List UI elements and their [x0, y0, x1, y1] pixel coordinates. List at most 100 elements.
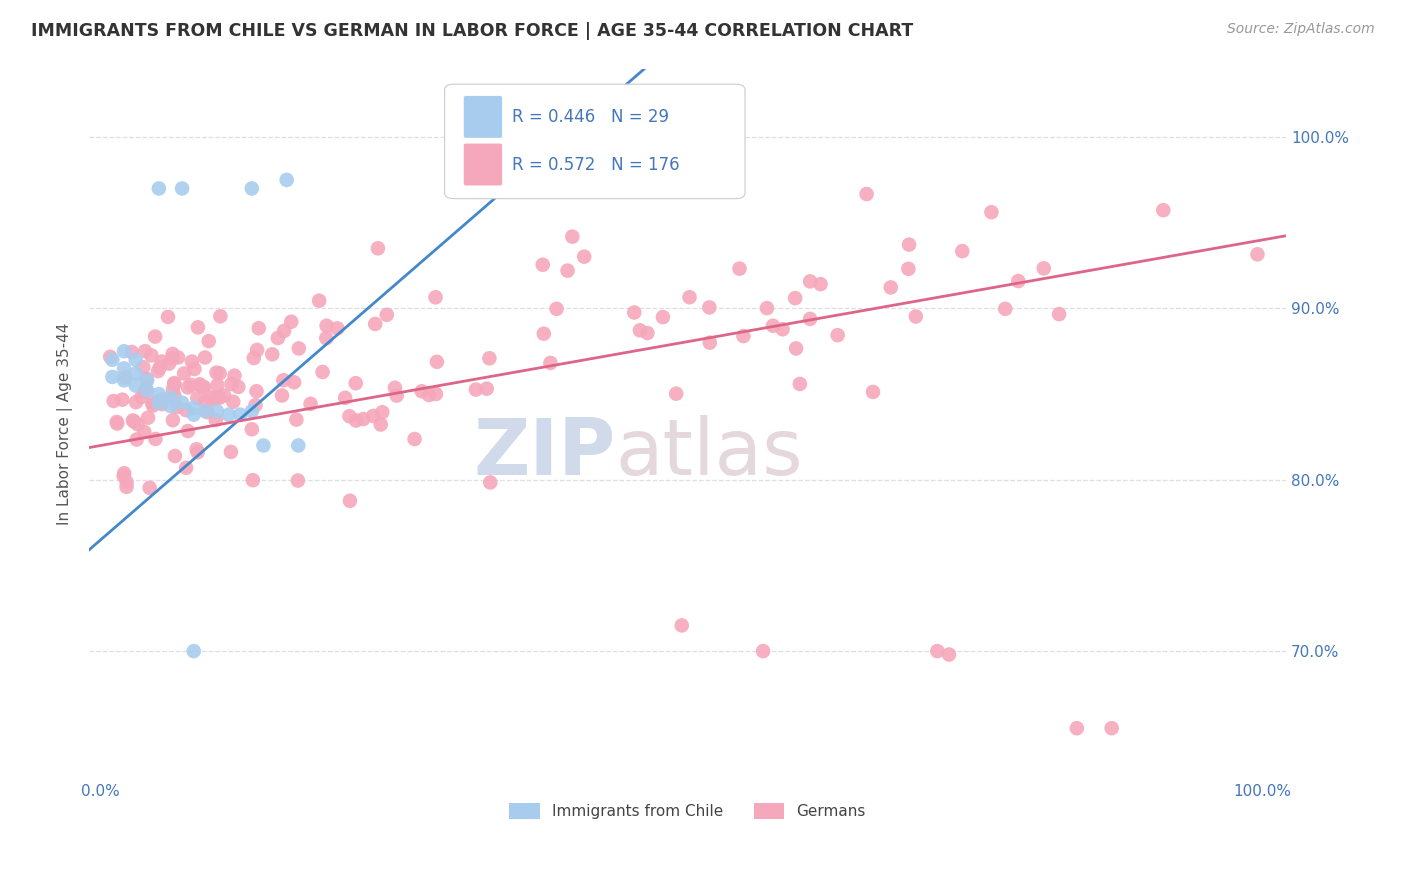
Point: [142, 399, 165, 413]
Point: [180, 378, 202, 392]
Point: [148, 387, 170, 401]
Point: [418, 388, 440, 402]
Point: [478, 351, 501, 366]
Point: [927, 644, 949, 658]
Point: [699, 335, 721, 350]
Point: [728, 261, 751, 276]
Point: [574, 250, 596, 264]
Point: [191, 380, 214, 394]
Point: [752, 644, 775, 658]
Point: [229, 408, 252, 422]
Point: [243, 351, 266, 365]
Point: [180, 354, 202, 368]
Point: [287, 474, 309, 488]
Point: [665, 386, 688, 401]
Point: [135, 382, 157, 396]
Point: [1007, 274, 1029, 288]
Point: [994, 301, 1017, 316]
Point: [143, 329, 166, 343]
Point: [799, 311, 821, 326]
Point: [212, 388, 235, 402]
Point: [204, 413, 226, 427]
Point: [177, 424, 200, 438]
Point: [271, 388, 294, 402]
Text: R = 0.572   N = 176: R = 0.572 N = 176: [512, 155, 679, 174]
FancyBboxPatch shape: [464, 96, 502, 138]
Point: [131, 390, 153, 404]
Point: [628, 323, 651, 337]
Point: [375, 308, 398, 322]
Point: [276, 173, 298, 187]
Y-axis label: In Labor Force | Age 35-44: In Labor Force | Age 35-44: [58, 323, 73, 525]
Point: [122, 415, 145, 429]
Point: [112, 468, 135, 483]
Point: [197, 405, 219, 419]
Point: [827, 328, 849, 343]
Point: [1032, 261, 1054, 276]
Point: [285, 412, 308, 426]
Point: [138, 481, 160, 495]
Point: [772, 322, 794, 336]
Point: [246, 343, 269, 357]
Point: [205, 404, 228, 418]
Point: [197, 334, 219, 348]
Point: [163, 388, 186, 402]
Point: [898, 237, 921, 252]
Point: [159, 399, 181, 413]
Point: [311, 365, 333, 379]
Point: [156, 310, 179, 324]
Point: [385, 388, 408, 402]
Point: [115, 480, 138, 494]
Point: [623, 305, 645, 319]
Point: [125, 395, 148, 409]
Point: [134, 344, 156, 359]
Point: [252, 438, 274, 452]
Point: [162, 347, 184, 361]
Point: [148, 181, 170, 195]
Point: [364, 317, 387, 331]
Point: [1246, 247, 1268, 261]
FancyBboxPatch shape: [444, 84, 745, 199]
Point: [247, 321, 270, 335]
Point: [162, 413, 184, 427]
Point: [121, 413, 143, 427]
Point: [697, 301, 720, 315]
Point: [755, 301, 778, 315]
Point: [200, 390, 222, 404]
Point: [112, 361, 135, 376]
Legend: Immigrants from Chile, Germans: Immigrants from Chile, Germans: [503, 797, 872, 825]
Point: [785, 291, 807, 305]
Point: [135, 371, 157, 385]
Point: [172, 395, 194, 409]
Point: [194, 351, 217, 365]
Point: [222, 394, 245, 409]
Point: [186, 391, 208, 405]
Point: [315, 331, 337, 345]
Point: [163, 377, 186, 392]
Point: [287, 438, 309, 452]
Point: [273, 324, 295, 338]
Point: [425, 387, 447, 401]
Point: [299, 397, 322, 411]
Point: [262, 347, 284, 361]
Point: [112, 467, 135, 481]
Text: atlas: atlas: [616, 415, 803, 491]
Point: [315, 318, 337, 333]
Point: [224, 368, 246, 383]
Text: R = 0.446   N = 29: R = 0.446 N = 29: [512, 108, 669, 126]
Point: [242, 473, 264, 487]
Point: [183, 362, 205, 376]
Point: [194, 394, 217, 409]
Point: [105, 415, 128, 429]
Point: [177, 380, 200, 394]
Point: [980, 205, 1002, 219]
Point: [273, 373, 295, 387]
Point: [112, 373, 135, 387]
Point: [163, 376, 186, 390]
Point: [187, 320, 209, 334]
Point: [174, 403, 197, 417]
Point: [125, 433, 148, 447]
Point: [205, 366, 228, 380]
Point: [183, 644, 205, 658]
Text: ZIP: ZIP: [474, 415, 616, 491]
